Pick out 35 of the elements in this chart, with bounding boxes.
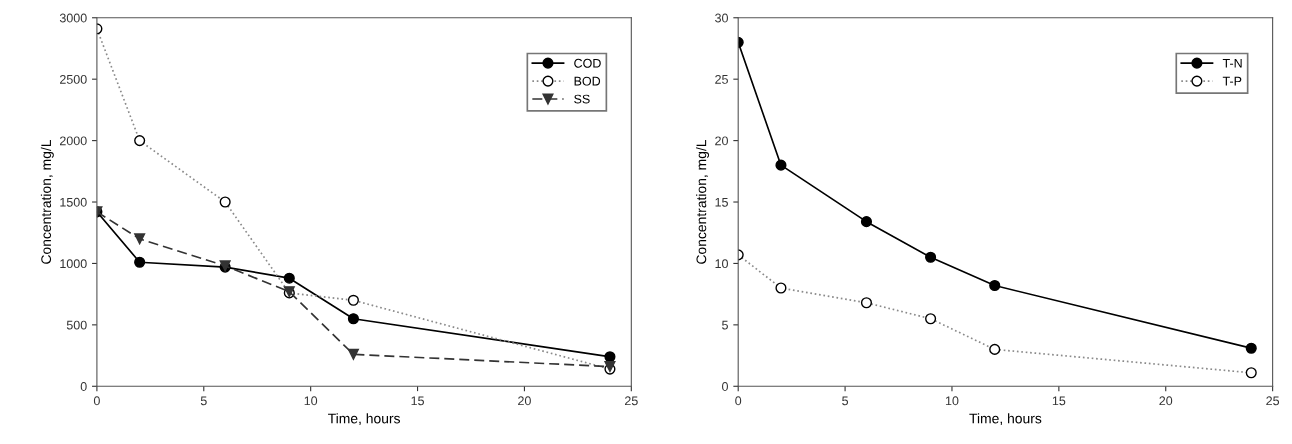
x-tick-label: 20 [518,396,531,406]
x-axis-title: Time, hours [969,413,1042,426]
legend-label: COD [574,58,601,68]
legend-label: BOD [574,76,601,86]
x-tick-label: 10 [304,396,318,406]
x-tick-label: 5 [842,396,849,406]
x-tick-label: 5 [200,396,207,406]
legend-label: T-N [1222,58,1242,68]
y-tick-label: 1000 [60,259,87,269]
x-tick-label: 20 [1159,396,1173,406]
y-tick-label: 0 [80,382,87,391]
y-tick-label: 15 [715,197,728,207]
x-tick-label: 25 [625,396,638,406]
y-tick-label: 2000 [60,136,87,146]
y-axis-title: Concentration, mg/L [40,139,54,264]
y-tick-label: 500 [66,320,87,330]
y-axis-title: Concentration, mg/L [696,139,710,264]
y-tick-label: 2500 [60,74,87,84]
x-tick-label: 15 [1052,396,1066,406]
x-axis-title: Time, hours [328,413,401,426]
x-tick-label: 0 [93,396,100,406]
y-tick-label: 5 [722,320,728,330]
y-tick-label: 3000 [59,13,87,23]
x-tick-label: 0 [735,396,742,406]
y-tick-label: 10 [715,259,728,269]
x-tick-label: 10 [945,396,959,406]
legend-label: SS [574,94,590,104]
x-tick-label: 15 [411,396,424,406]
y-tick-label: 30 [715,13,728,23]
y-tick-label: 25 [715,74,728,84]
y-tick-label: 0 [722,382,728,391]
y-tick-label: 20 [715,136,728,146]
x-tick-label: 25 [1266,396,1280,406]
legend-label: T-P [1222,76,1242,86]
y-tick-label: 1500 [60,197,87,207]
